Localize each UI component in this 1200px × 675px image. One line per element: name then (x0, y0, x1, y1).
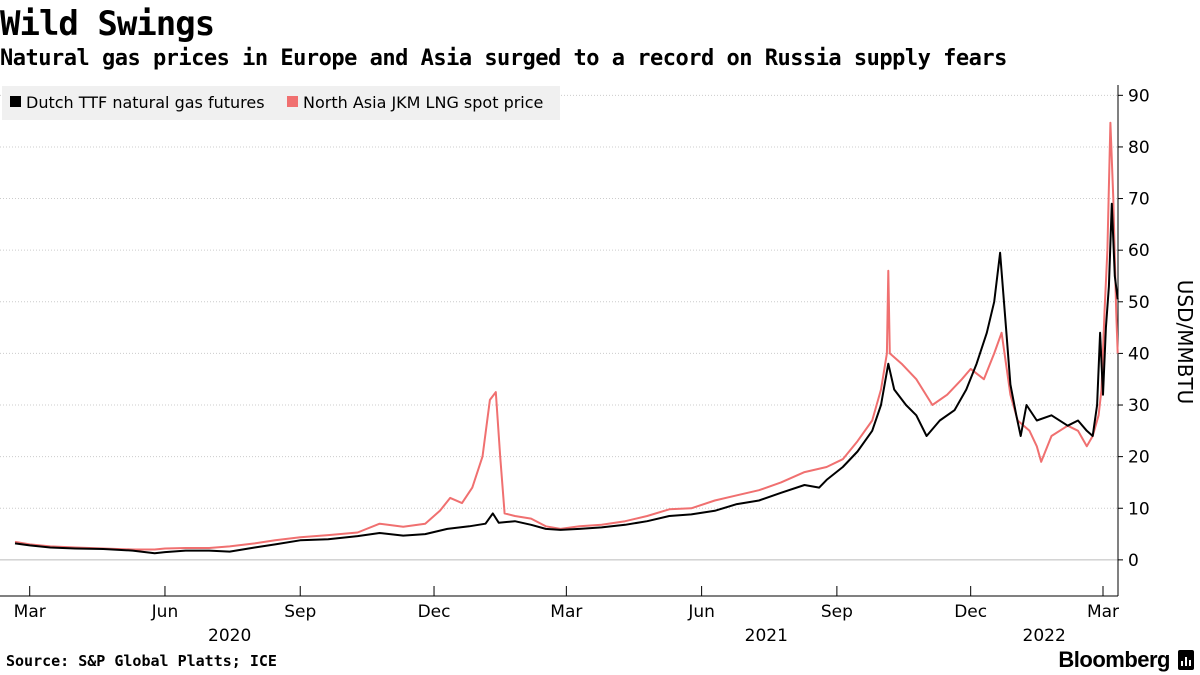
y-tick-label: 30 (1128, 396, 1150, 416)
y-tick-label: 20 (1128, 448, 1150, 468)
y-tick-label: 90 (1128, 86, 1150, 106)
x-tick-label: Dec (418, 602, 451, 622)
axes: 0 10 20 30 40 50 60 70 80 90 USD/MMBTU Mar Jun Sep Dec… (0, 85, 1197, 646)
legend-label: North Asia JKM LNG spot price (303, 93, 543, 112)
source-note: Source: S&P Global Platts; ICE (6, 652, 277, 670)
bloomberg-chart-icon (1178, 650, 1194, 670)
x-year-label: 2020 (208, 626, 251, 646)
legend-background (2, 86, 560, 120)
legend-label: Dutch TTF natural gas futures (26, 93, 265, 112)
x-year-label: 2022 (1023, 626, 1066, 646)
y-tick-label: 40 (1128, 344, 1150, 364)
x-tick-label: Jun (687, 602, 715, 622)
y-axis-title: USD/MMBTU (1173, 280, 1197, 405)
x-tick-label: Mar (1087, 602, 1119, 622)
chart-subtitle: Natural gas prices in Europe and Asia su… (0, 46, 1007, 71)
x-tick-label: Mar (550, 602, 582, 622)
series-lines (14, 121, 1119, 555)
chart-title: Wild Swings (0, 4, 215, 44)
series-line-jkm (14, 121, 1119, 551)
x-year-label: 2021 (745, 626, 788, 646)
legend: Dutch TTF natural gas futures North Asia … (2, 86, 560, 120)
y-tick-label: 10 (1128, 499, 1150, 519)
series-line-ttf (14, 202, 1119, 555)
x-tick-label: Sep (821, 602, 853, 622)
y-tick-label: 60 (1128, 241, 1150, 261)
y-tick-label: 50 (1128, 293, 1150, 313)
y-tick-label: 70 (1128, 190, 1150, 210)
x-tick-label: Sep (284, 602, 316, 622)
legend-swatch (287, 96, 298, 107)
x-tick-label: Jun (151, 602, 179, 622)
x-tick-label: Mar (14, 602, 46, 622)
legend-swatch (10, 96, 21, 107)
bloomberg-logo: Bloomberg (1058, 647, 1170, 672)
x-tick-label: Dec (954, 602, 987, 622)
gridlines (0, 94, 1118, 561)
y-tick-label: 0 (1128, 551, 1139, 571)
y-tick-label: 80 (1128, 138, 1150, 158)
